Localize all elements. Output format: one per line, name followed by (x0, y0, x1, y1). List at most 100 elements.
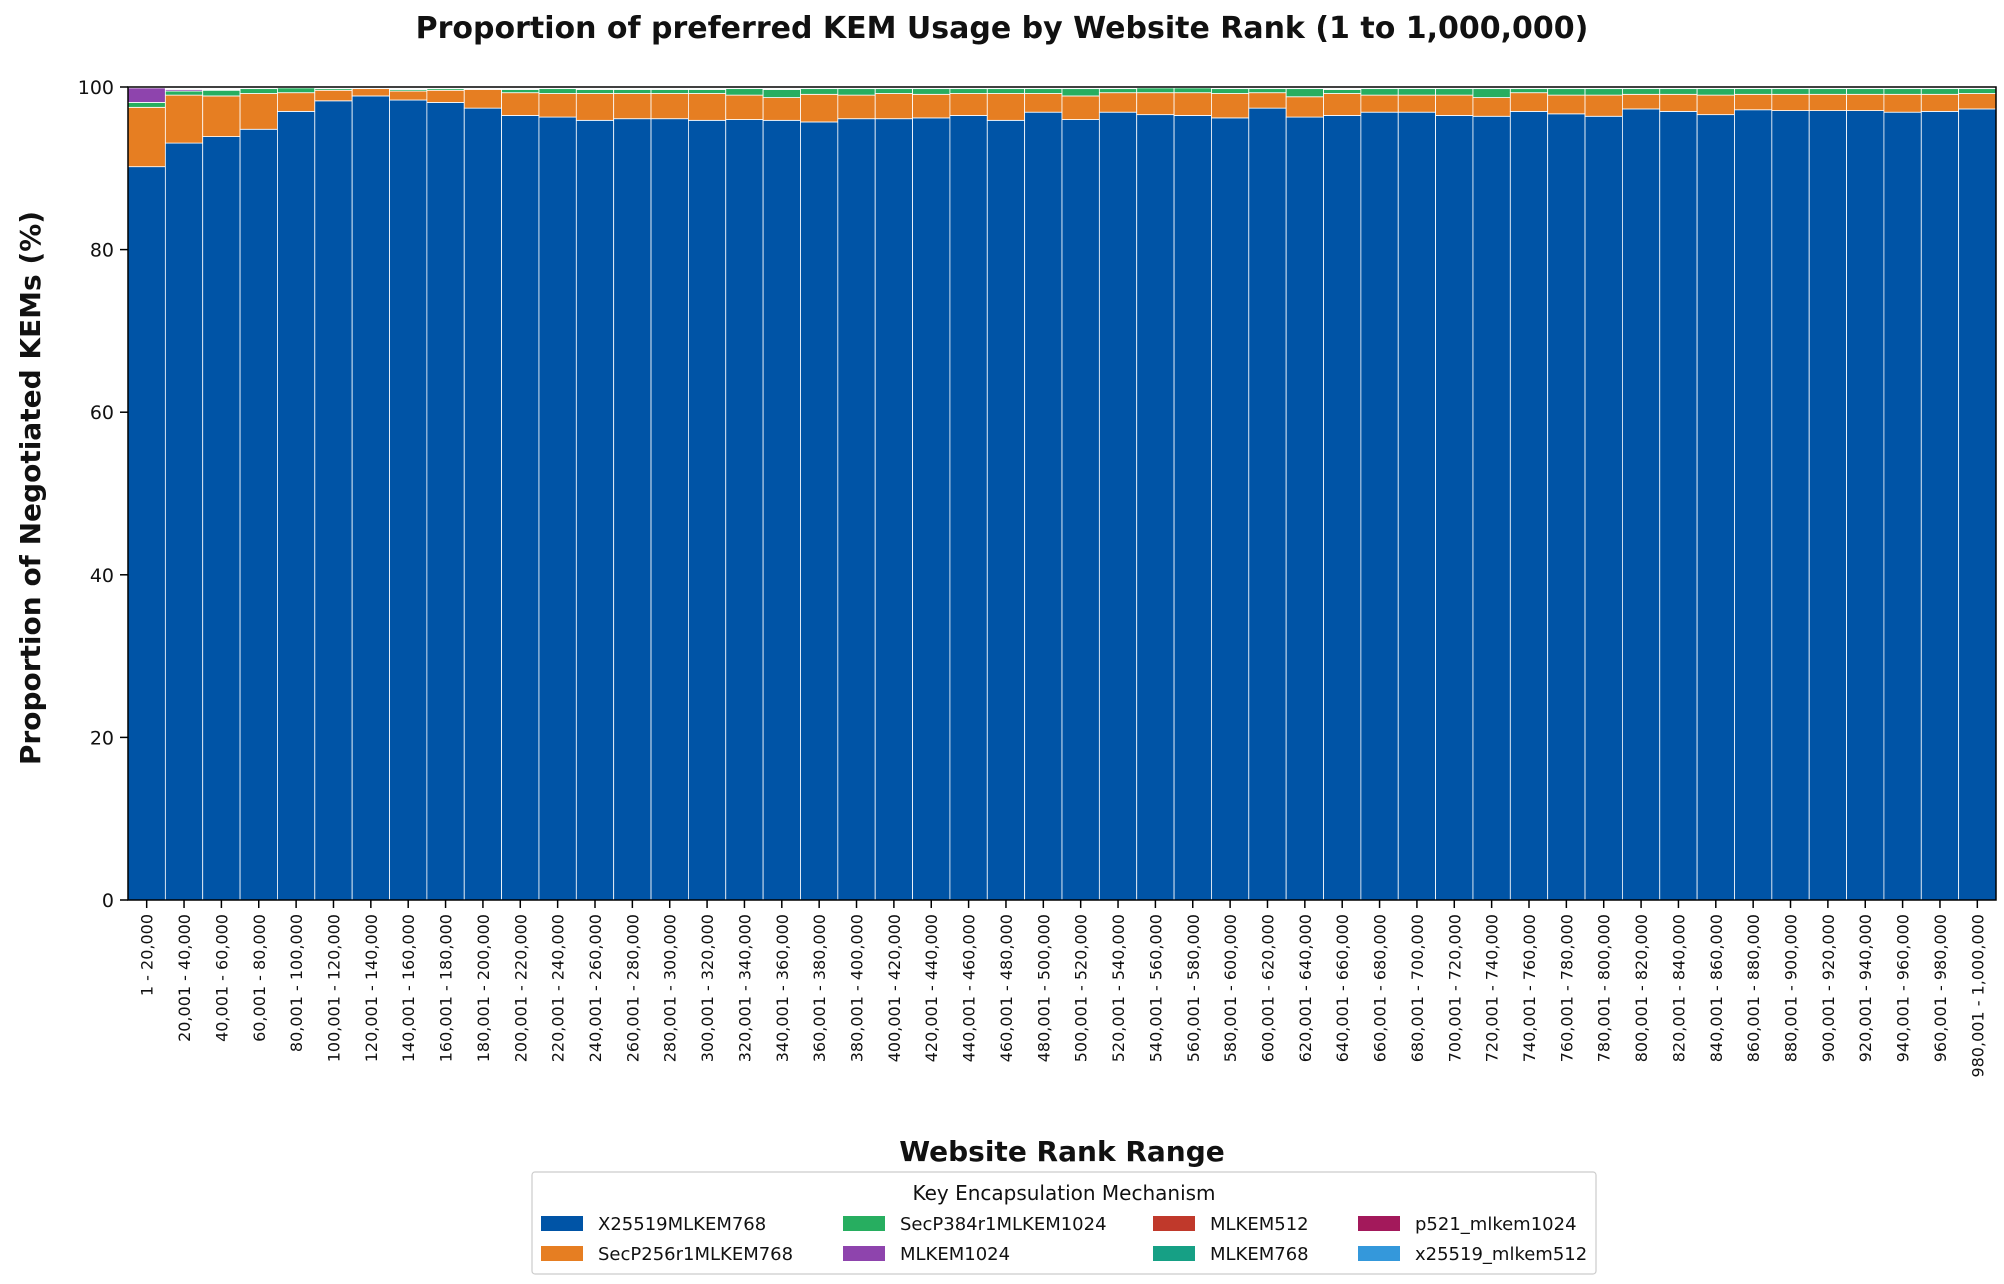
bar-segment-SecP256r1MLKEM768 (837, 94, 876, 120)
bar-segment-X25519MLKEM768 (837, 118, 876, 901)
bar-segment-SecP256r1MLKEM768 (1061, 95, 1100, 120)
bar-segment-SecP384r1MLKEM1024 (1285, 88, 1324, 98)
legend-label-MLKEM768: MLKEM768 (1210, 1244, 1309, 1265)
x-tick-label: 980,001 - 1,000,000 (1968, 914, 1987, 1078)
bar-segment-SecP256r1MLKEM768 (351, 88, 390, 97)
bar-segment-SecP256r1MLKEM768 (1659, 93, 1698, 112)
x-tick-label: 560,001 - 580,000 (1184, 914, 1203, 1062)
bar-segment-SecP256r1MLKEM768 (650, 93, 689, 120)
bar-segment-X25519MLKEM768 (389, 99, 428, 901)
x-tick-label: 440,001 - 460,000 (960, 914, 979, 1062)
bar-segment-SecP384r1MLKEM1024 (1397, 88, 1436, 96)
bar-segment-X25519MLKEM768 (1883, 111, 1922, 901)
bar-segment-X25519MLKEM768 (1098, 111, 1138, 901)
x-tick-label: 580,001 - 600,000 (1221, 914, 1240, 1062)
bar-segment-X25519MLKEM768 (1659, 110, 1698, 901)
x-tick-label: 120,001 - 140,000 (362, 914, 381, 1062)
bar-segment-SecP256r1MLKEM768 (762, 97, 801, 121)
bar-segment-X25519MLKEM768 (874, 118, 913, 901)
bar-segment-SecP384r1MLKEM1024 (1958, 88, 1997, 94)
bar-segment-SecP256r1MLKEM768 (1098, 92, 1138, 113)
bar-segment-SecP384r1MLKEM1024 (1211, 88, 1250, 94)
bar-segment-SecP384r1MLKEM1024 (688, 89, 727, 94)
bar-segment-SecP256r1MLKEM768 (613, 93, 652, 120)
x-tick-label: 680,001 - 700,000 (1408, 914, 1427, 1062)
bar-segment-X25519MLKEM768 (1622, 108, 1661, 901)
bar-segment-SecP256r1MLKEM768 (1472, 97, 1511, 117)
bar-segment-MLKEM1024 (127, 87, 166, 103)
x-tick-label: 760,001 - 780,000 (1557, 914, 1576, 1062)
legend-swatch-MLKEM512 (1153, 1216, 1195, 1231)
bar-segment-SecP384r1MLKEM1024 (127, 102, 166, 108)
bar-segment-SecP256r1MLKEM768 (239, 93, 278, 130)
bar-segment-X25519MLKEM768 (1024, 111, 1063, 901)
bar-segment-SecP384r1MLKEM1024 (575, 89, 615, 94)
bar-segment-X25519MLKEM768 (1547, 113, 1586, 901)
bar-segment-X25519MLKEM768 (277, 110, 316, 901)
x-tick-label: 940,001 - 960,000 (1894, 914, 1913, 1062)
legend: Key Encapsulation Mechanism X25519MLKEM7… (531, 1171, 1597, 1275)
x-tick-label: 720,001 - 740,000 (1483, 914, 1502, 1062)
bar-segment-SecP256r1MLKEM768 (1248, 92, 1287, 109)
bar-segment-SecP384r1MLKEM1024 (1808, 88, 1847, 95)
legend-label-SecP256r1MLKEM768: SecP256r1MLKEM768 (598, 1244, 793, 1265)
bar-segment-SecP384r1MLKEM1024 (1920, 88, 1960, 95)
bar-segment-SecP256r1MLKEM768 (1920, 93, 1960, 112)
bar-segment-SecP384r1MLKEM1024 (164, 90, 204, 96)
bar-segment-SecP384r1MLKEM1024 (277, 87, 316, 94)
legend-label-MLKEM1024: MLKEM1024 (900, 1244, 1010, 1265)
legend-label-x25519_mlkem512: x25519_mlkem512 (1415, 1244, 1587, 1265)
bar-segment-SecP384r1MLKEM1024 (1136, 87, 1175, 94)
x-tick-label: 780,001 - 800,000 (1595, 914, 1614, 1062)
bar-segment-SecP384r1MLKEM1024 (1659, 88, 1698, 95)
bar-segment-SecP256r1MLKEM768 (912, 93, 951, 119)
x-tick-label: 160,001 - 180,000 (437, 914, 456, 1062)
bar-segment-X25519MLKEM768 (1285, 116, 1324, 901)
bar-segment-X25519MLKEM768 (1584, 115, 1623, 901)
bar-segment-SecP256r1MLKEM768 (1360, 94, 1399, 113)
bar-segment-SecP256r1MLKEM768 (127, 106, 166, 168)
legend-swatch-p521_mlkem1024 (1358, 1216, 1400, 1231)
bar-segment-SecP256r1MLKEM768 (1734, 93, 1773, 111)
bar-segment-SecP384r1MLKEM1024 (1024, 88, 1063, 94)
legend-swatch-MLKEM768 (1153, 1246, 1195, 1261)
legend-label-p521_mlkem1024: p521_mlkem1024 (1415, 1214, 1577, 1235)
bar-segment-X25519MLKEM768 (1771, 110, 1810, 901)
bar-segment-X25519MLKEM768 (800, 121, 839, 901)
bar-segment-X25519MLKEM768 (1696, 114, 1735, 901)
bar-segment-X25519MLKEM768 (314, 100, 353, 901)
bar-segment-X25519MLKEM768 (725, 119, 764, 901)
bar-segment-X25519MLKEM768 (613, 118, 652, 901)
legend-swatch-MLKEM1024 (843, 1246, 885, 1261)
x-tick-label: 820,001 - 840,000 (1669, 914, 1688, 1062)
bar-segment-X25519MLKEM768 (351, 95, 390, 901)
bar-segment-X25519MLKEM768 (650, 118, 689, 901)
x-tick-label: 240,001 - 260,000 (586, 914, 605, 1062)
bar-segment-X25519MLKEM768 (1734, 109, 1773, 901)
bar-stacks (127, 86, 1997, 901)
bar-segment-X25519MLKEM768 (501, 115, 540, 901)
bar-segment-SecP256r1MLKEM768 (314, 89, 353, 102)
bar-segment-X25519MLKEM768 (688, 119, 727, 901)
y-tick-label: 60 (90, 402, 114, 424)
bar-segment-SecP384r1MLKEM1024 (501, 89, 540, 94)
bar-segment-SecP256r1MLKEM768 (1509, 92, 1549, 112)
bar-segment-SecP384r1MLKEM1024 (1622, 88, 1661, 95)
bar-segment-SecP256r1MLKEM768 (1696, 94, 1735, 116)
bar-segment-X25519MLKEM768 (538, 116, 577, 901)
bar-segment-SecP384r1MLKEM1024 (650, 89, 689, 94)
y-tick-label: 20 (90, 727, 114, 749)
legend-swatch-x25519_mlkem512 (1358, 1246, 1400, 1261)
y-tick-label: 80 (90, 240, 114, 262)
bar-segment-SecP384r1MLKEM1024 (800, 88, 839, 95)
bar-segment-SecP256r1MLKEM768 (949, 93, 988, 116)
bar-segment-SecP256r1MLKEM768 (725, 94, 764, 120)
bar-segment-SecP384r1MLKEM1024 (949, 88, 988, 94)
bar-segment-X25519MLKEM768 (1846, 110, 1885, 901)
bar-segment-X25519MLKEM768 (1136, 114, 1175, 901)
y-axis: 0 20 40 60 80 100 (78, 77, 128, 912)
x-tick-label: 700,001 - 720,000 (1445, 914, 1464, 1062)
bar-segment-SecP256r1MLKEM768 (1584, 94, 1623, 117)
bar-segment-SecP384r1MLKEM1024 (1883, 88, 1922, 95)
bar-segment-SecP256r1MLKEM768 (575, 93, 615, 121)
